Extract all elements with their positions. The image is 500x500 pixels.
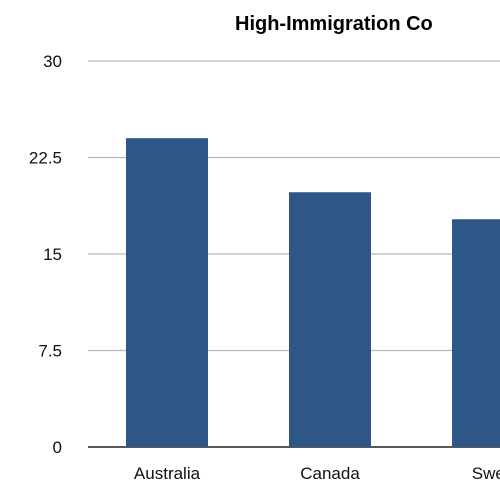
bars: [126, 138, 500, 447]
y-tick-label: 22.5: [29, 149, 62, 168]
x-tick-label: Swed: [472, 464, 500, 483]
x-tick-label: Canada: [300, 464, 360, 483]
y-tick-label: 30: [43, 52, 62, 71]
bar-canada: [289, 192, 371, 447]
y-tick-label: 7.5: [38, 342, 62, 361]
y-tick-label: 0: [53, 438, 62, 457]
bar-swed: [452, 219, 500, 447]
chart-title: High-Immigration Co: [235, 13, 433, 35]
x-axis-ticks: Australia Canada Swed: [134, 464, 500, 483]
y-axis-ticks: 0 7.5 15 22.5 30: [29, 52, 62, 457]
y-tick-label: 15: [43, 245, 62, 264]
bar-australia: [126, 138, 208, 447]
x-tick-label: Australia: [134, 464, 201, 483]
